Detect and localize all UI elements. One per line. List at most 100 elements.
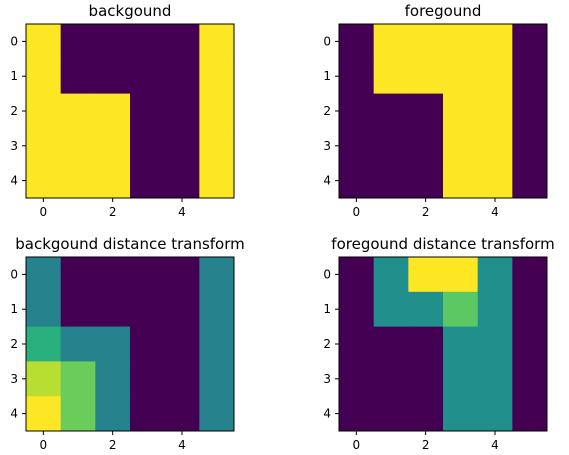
heatmap-cell-r4-c4 <box>164 163 200 199</box>
heatmap-cell-r1-c0 <box>26 291 62 328</box>
heatmap-cell-r0-c2 <box>408 257 444 293</box>
heatmap-cell-r3-c2 <box>408 361 444 397</box>
heatmap-cell-r2-c5 <box>512 93 548 129</box>
heatmap-cell-r4-c0 <box>339 396 375 432</box>
heatmap-cell-r4-c2 <box>95 396 131 432</box>
heatmap-cell-r4-c0 <box>26 396 62 432</box>
heatmap-cell-r1-c4 <box>477 58 513 95</box>
heatmap-cell-r2-c3 <box>130 326 166 362</box>
y-tick-label: 3 <box>10 139 18 153</box>
x-tick-label: 4 <box>178 438 186 452</box>
heatmap-cell-r2-c4 <box>477 326 513 362</box>
heatmap-cell-r4-c5 <box>199 396 235 432</box>
heatmap-cell-r3-c1 <box>60 128 96 164</box>
heatmap-cell-r3-c5 <box>512 128 548 164</box>
heatmap-cell-r2-c3 <box>443 326 479 362</box>
heatmap-cell-r1-c4 <box>164 291 200 328</box>
y-tick-label: 0 <box>323 267 331 281</box>
x-tick-label: 2 <box>422 438 430 452</box>
y-tick-label: 2 <box>323 337 331 351</box>
heatmap-cell-r4-c3 <box>443 396 479 432</box>
chart-title: foregound <box>405 2 482 20</box>
heatmap-cell-r3-c5 <box>512 361 548 397</box>
y-tick-label: 4 <box>323 407 331 421</box>
x-tick-label: 0 <box>353 438 361 452</box>
heatmap-cell-r0-c4 <box>164 257 200 293</box>
heatmap-cell-r2-c3 <box>130 93 166 129</box>
heatmap-cell-r1-c2 <box>95 58 131 95</box>
heatmap-cell-r4-c1 <box>60 163 96 199</box>
heatmap-cell-r1-c5 <box>512 291 548 328</box>
heatmap-cell-r0-c1 <box>373 257 409 293</box>
y-tick-label: 4 <box>10 407 18 421</box>
heatmap-cell-r3-c5 <box>199 128 235 164</box>
heatmap-cell-r0-c3 <box>443 24 479 60</box>
heatmap-cell-r2-c3 <box>443 93 479 129</box>
y-tick-label: 4 <box>323 174 331 188</box>
heatmap-cell-r1-c4 <box>477 291 513 328</box>
heatmap-cell-r1-c5 <box>512 58 548 95</box>
heatmap-cell-r4-c1 <box>373 163 409 199</box>
y-tick-label: 2 <box>323 104 331 118</box>
heatmap-panel-1: backgound 0 2 4 0 1 2 3 4 <box>10 2 235 219</box>
heatmap-cell-r1-c3 <box>130 291 166 328</box>
heatmap-cell-r1-c0 <box>339 58 375 95</box>
heatmap-cell-r4-c2 <box>408 396 444 432</box>
heatmap-cell-r0-c4 <box>164 24 200 60</box>
heatmap-cell-r3-c2 <box>408 128 444 164</box>
heatmap-cell-r1-c4 <box>164 58 200 95</box>
heatmap-cell-r3-c0 <box>339 361 375 397</box>
x-tick-label: 0 <box>40 205 48 219</box>
heatmap-cell-r3-c1 <box>373 361 409 397</box>
heatmap-cell-r2-c1 <box>60 326 96 362</box>
heatmap-cell-r0-c3 <box>443 257 479 293</box>
heatmap-cell-r2-c2 <box>408 93 444 129</box>
heatmap-cell-r1-c2 <box>408 291 444 328</box>
y-tick-label: 3 <box>323 372 331 386</box>
heatmap-cell-r4-c3 <box>130 163 166 199</box>
heatmap-cell-r4-c0 <box>339 163 375 199</box>
heatmap-cell-r0-c0 <box>26 24 62 60</box>
heatmap-cell-r2-c5 <box>199 326 235 362</box>
heatmap-cell-r4-c3 <box>130 396 166 432</box>
heatmap-cell-r1-c0 <box>26 58 62 95</box>
x-tick-label: 2 <box>422 205 430 219</box>
x-tick-label: 4 <box>491 205 499 219</box>
heatmap-cell-r0-c4 <box>477 257 513 293</box>
heatmap-cell-r3-c4 <box>164 361 200 397</box>
y-tick-label: 0 <box>10 267 18 281</box>
heatmap-cell-r3-c3 <box>130 128 166 164</box>
heatmap-cell-r4-c4 <box>477 396 513 432</box>
heatmap-cell-r1-c2 <box>95 291 131 328</box>
heatmap-cell-r3-c1 <box>373 128 409 164</box>
heatmap-cell-r2-c0 <box>26 93 62 129</box>
chart-title: backgound distance transform <box>15 235 245 253</box>
y-tick-label: 1 <box>323 302 331 316</box>
heatmap-cell-r2-c1 <box>373 326 409 362</box>
heatmap-cell-r3-c4 <box>164 128 200 164</box>
heatmap-cell-r1-c5 <box>199 58 235 95</box>
y-tick-label: 1 <box>323 69 331 83</box>
heatmap-cell-r0-c3 <box>130 257 166 293</box>
heatmap-cell-r3-c0 <box>26 128 62 164</box>
x-tick-label: 2 <box>109 205 117 219</box>
heatmap-cell-r2-c1 <box>373 93 409 129</box>
heatmap-cell-r2-c0 <box>339 93 375 129</box>
heatmap-cell-r1-c5 <box>199 291 235 328</box>
heatmap-cell-r0-c2 <box>95 24 131 60</box>
heatmap-cell-r4-c5 <box>512 396 548 432</box>
heatmap-cell-r3-c0 <box>26 361 62 397</box>
heatmap-cell-r0-c4 <box>477 24 513 60</box>
heatmap-cell-r0-c1 <box>373 24 409 60</box>
heatmap-cell-r0-c1 <box>60 257 96 293</box>
heatmap-cell-r0-c0 <box>339 24 375 60</box>
heatmap-cell-r4-c4 <box>477 163 513 199</box>
heatmap-cell-r2-c2 <box>408 326 444 362</box>
heatmap-cell-r1-c0 <box>339 291 375 328</box>
y-tick-label: 3 <box>10 372 18 386</box>
x-tick-label: 2 <box>109 438 117 452</box>
x-tick-label: 0 <box>353 205 361 219</box>
heatmap-cell-r2-c1 <box>60 93 96 129</box>
heatmap-cell-r0-c0 <box>339 257 375 293</box>
